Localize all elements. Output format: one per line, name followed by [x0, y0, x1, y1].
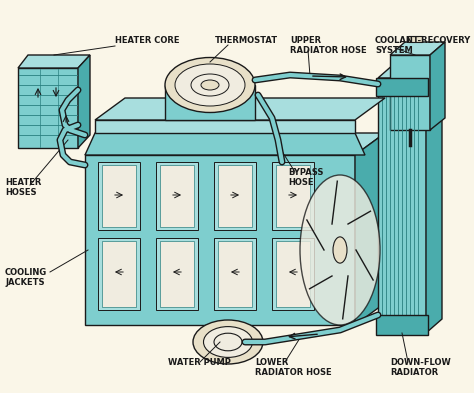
Polygon shape: [430, 42, 445, 130]
Polygon shape: [160, 165, 194, 227]
Text: HEATER
HOSES: HEATER HOSES: [5, 178, 41, 197]
Polygon shape: [160, 241, 194, 307]
Polygon shape: [378, 64, 442, 78]
Polygon shape: [214, 162, 256, 230]
Polygon shape: [165, 85, 255, 120]
Ellipse shape: [203, 327, 253, 357]
Polygon shape: [408, 36, 422, 42]
Polygon shape: [18, 68, 78, 148]
Polygon shape: [355, 133, 385, 325]
Polygon shape: [102, 165, 136, 227]
Ellipse shape: [300, 175, 380, 325]
Polygon shape: [390, 42, 445, 55]
Polygon shape: [378, 78, 426, 333]
Text: THERMOSTAT: THERMOSTAT: [215, 36, 278, 45]
Ellipse shape: [193, 320, 263, 364]
Polygon shape: [376, 78, 428, 96]
Ellipse shape: [165, 57, 255, 112]
Polygon shape: [85, 133, 365, 155]
Polygon shape: [98, 238, 140, 310]
Polygon shape: [98, 162, 140, 230]
Polygon shape: [276, 165, 310, 227]
Polygon shape: [85, 133, 385, 155]
Ellipse shape: [191, 74, 229, 96]
Text: COOLING
JACKETS: COOLING JACKETS: [5, 268, 47, 287]
Ellipse shape: [175, 64, 245, 106]
Polygon shape: [156, 238, 198, 310]
Text: LOWER
RADIATOR HOSE: LOWER RADIATOR HOSE: [255, 358, 332, 377]
Text: COOLANT-RECOVERY
SYSTEM: COOLANT-RECOVERY SYSTEM: [375, 36, 471, 55]
Polygon shape: [95, 98, 385, 120]
Polygon shape: [85, 155, 355, 325]
Text: UPPER
RADIATOR HOSE: UPPER RADIATOR HOSE: [290, 36, 366, 55]
Polygon shape: [156, 162, 198, 230]
Polygon shape: [426, 64, 442, 333]
Polygon shape: [95, 120, 355, 133]
Polygon shape: [272, 162, 314, 230]
Polygon shape: [102, 241, 136, 307]
Ellipse shape: [333, 237, 347, 263]
Text: HEATER CORE: HEATER CORE: [115, 36, 180, 45]
Polygon shape: [276, 241, 310, 307]
Polygon shape: [78, 55, 90, 148]
Text: WATER PUMP: WATER PUMP: [168, 358, 231, 367]
Text: DOWN-FLOW
RADIATOR: DOWN-FLOW RADIATOR: [390, 358, 451, 377]
Polygon shape: [18, 55, 90, 68]
Polygon shape: [272, 238, 314, 310]
Ellipse shape: [201, 80, 219, 90]
Polygon shape: [376, 315, 428, 335]
Text: BYPASS
HOSE: BYPASS HOSE: [288, 168, 323, 187]
Polygon shape: [218, 241, 252, 307]
Polygon shape: [390, 55, 430, 130]
Polygon shape: [218, 165, 252, 227]
Polygon shape: [214, 238, 256, 310]
